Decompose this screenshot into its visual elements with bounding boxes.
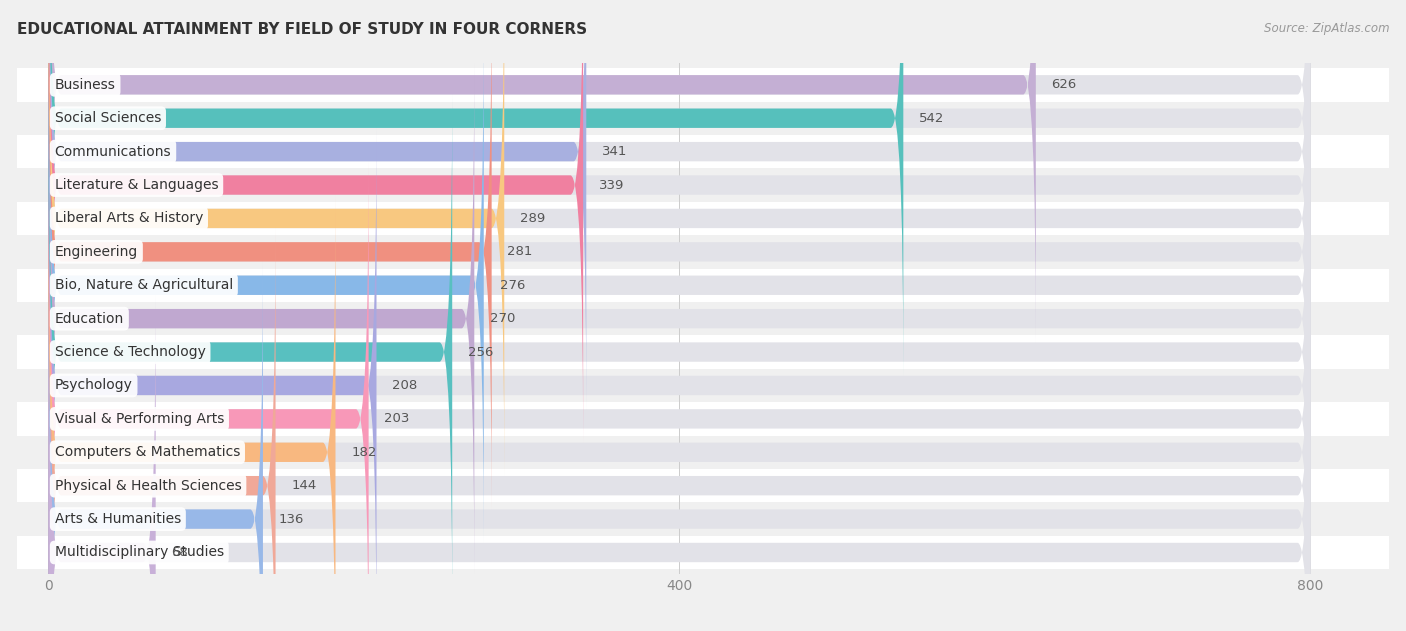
Text: 182: 182	[352, 445, 377, 459]
FancyBboxPatch shape	[48, 0, 586, 409]
Text: 256: 256	[468, 346, 494, 358]
Text: Bio, Nature & Agricultural: Bio, Nature & Agricultural	[55, 278, 233, 292]
Bar	[0, 202, 1389, 235]
FancyBboxPatch shape	[48, 128, 1310, 631]
Text: Science & Technology: Science & Technology	[55, 345, 205, 359]
FancyBboxPatch shape	[48, 228, 1310, 631]
FancyBboxPatch shape	[48, 0, 1310, 343]
FancyBboxPatch shape	[48, 28, 484, 543]
Text: 341: 341	[602, 145, 627, 158]
Text: Communications: Communications	[55, 144, 172, 158]
Bar	[0, 435, 1389, 469]
FancyBboxPatch shape	[48, 0, 1310, 409]
FancyBboxPatch shape	[48, 0, 505, 476]
FancyBboxPatch shape	[48, 0, 1310, 509]
Bar	[0, 369, 1389, 402]
Bar	[0, 536, 1389, 569]
Text: 626: 626	[1052, 78, 1077, 91]
Text: 144: 144	[291, 479, 316, 492]
Text: 542: 542	[920, 112, 945, 125]
Text: Arts & Humanities: Arts & Humanities	[55, 512, 181, 526]
FancyBboxPatch shape	[48, 295, 1310, 631]
Text: 339: 339	[599, 179, 624, 192]
Text: Source: ZipAtlas.com: Source: ZipAtlas.com	[1264, 22, 1389, 35]
Text: Physical & Health Sciences: Physical & Health Sciences	[55, 479, 242, 493]
Bar	[0, 235, 1389, 269]
Text: Liberal Arts & History: Liberal Arts & History	[55, 211, 202, 225]
FancyBboxPatch shape	[48, 128, 377, 631]
Text: 281: 281	[508, 245, 533, 258]
Text: Multidisciplinary Studies: Multidisciplinary Studies	[55, 545, 224, 560]
FancyBboxPatch shape	[48, 162, 368, 631]
Bar	[0, 135, 1389, 168]
FancyBboxPatch shape	[48, 162, 1310, 631]
Bar	[0, 469, 1389, 502]
Text: 68: 68	[172, 546, 188, 559]
Text: 270: 270	[491, 312, 516, 325]
Text: Social Sciences: Social Sciences	[55, 111, 162, 125]
Text: Visual & Performing Arts: Visual & Performing Arts	[55, 412, 224, 426]
Text: 276: 276	[499, 279, 524, 292]
Bar	[0, 102, 1389, 135]
Bar	[0, 269, 1389, 302]
FancyBboxPatch shape	[48, 0, 1310, 442]
Text: Psychology: Psychology	[55, 379, 132, 392]
FancyBboxPatch shape	[48, 95, 1310, 610]
FancyBboxPatch shape	[48, 61, 474, 576]
Text: 203: 203	[384, 413, 409, 425]
FancyBboxPatch shape	[48, 61, 1310, 576]
FancyBboxPatch shape	[48, 0, 1310, 476]
Bar	[0, 335, 1389, 369]
Text: Business: Business	[55, 78, 115, 92]
Bar	[0, 502, 1389, 536]
Text: 289: 289	[520, 212, 546, 225]
Bar	[0, 168, 1389, 202]
Text: Engineering: Engineering	[55, 245, 138, 259]
FancyBboxPatch shape	[48, 0, 583, 442]
FancyBboxPatch shape	[48, 0, 1310, 376]
Text: Literature & Languages: Literature & Languages	[55, 178, 218, 192]
Text: EDUCATIONAL ATTAINMENT BY FIELD OF STUDY IN FOUR CORNERS: EDUCATIONAL ATTAINMENT BY FIELD OF STUDY…	[17, 22, 586, 37]
FancyBboxPatch shape	[48, 195, 336, 631]
Bar	[0, 302, 1389, 335]
Text: 208: 208	[392, 379, 418, 392]
Bar	[0, 68, 1389, 102]
FancyBboxPatch shape	[48, 28, 1310, 543]
Text: Computers & Mathematics: Computers & Mathematics	[55, 445, 240, 459]
FancyBboxPatch shape	[48, 0, 492, 509]
FancyBboxPatch shape	[48, 0, 903, 376]
FancyBboxPatch shape	[48, 195, 1310, 631]
FancyBboxPatch shape	[48, 95, 453, 610]
FancyBboxPatch shape	[48, 261, 263, 631]
Text: Education: Education	[55, 312, 124, 326]
FancyBboxPatch shape	[48, 228, 276, 631]
FancyBboxPatch shape	[48, 295, 156, 631]
Bar	[0, 402, 1389, 435]
FancyBboxPatch shape	[48, 261, 1310, 631]
FancyBboxPatch shape	[48, 0, 1036, 343]
Text: 136: 136	[278, 512, 304, 526]
